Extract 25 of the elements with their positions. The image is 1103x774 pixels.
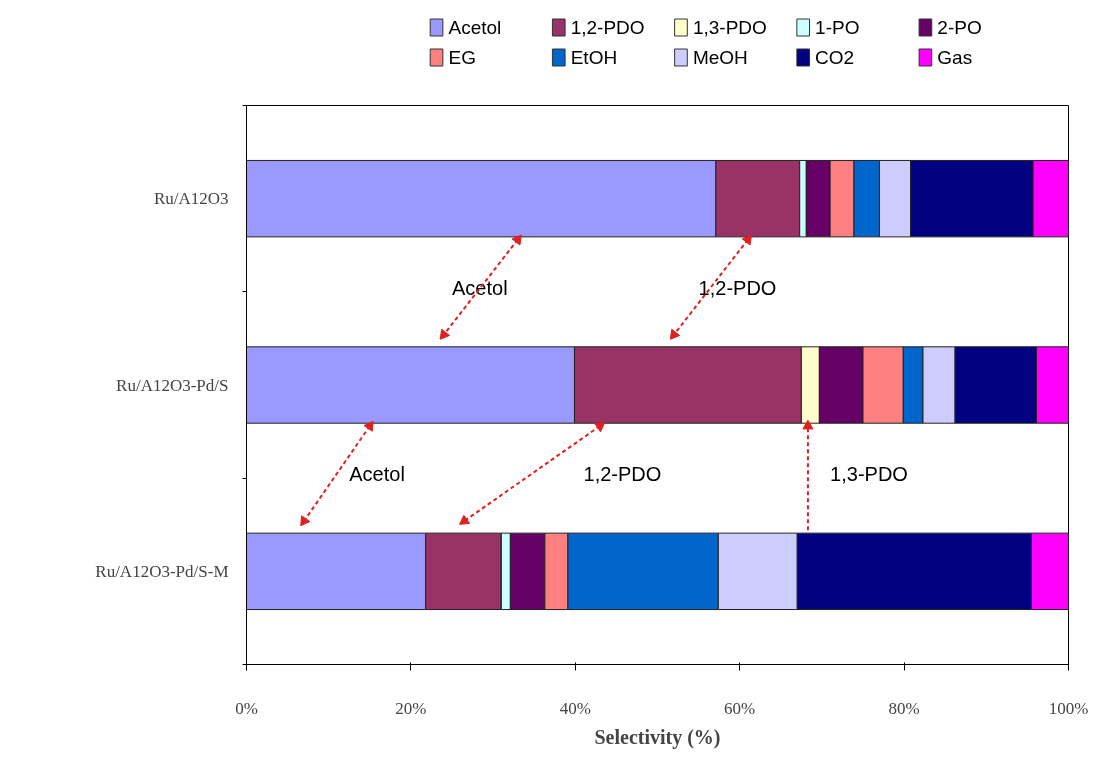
y-tick-label: Ru/A12O3-Pd/S-M [95,561,229,581]
x-tick-label: 60% [724,698,756,718]
x-axis-title: Selectivity (%) [594,725,721,749]
legend-label: 1-PO [815,17,860,38]
annotation: 1,2-PDO [583,463,662,486]
legend-label: 1,3-PDO [692,17,767,38]
legend-label: MeOH [692,47,748,68]
annotation: 1,3-PDO [830,463,908,486]
annotation: 1,2-PDO [698,277,777,300]
annotation: Acetol [452,277,508,300]
y-tick-label: Ru/A12O3 [153,189,229,209]
legend-label: 2-PO [937,17,982,38]
annotation: Acetol [349,463,405,486]
x-tick-label: 40% [559,698,591,718]
x-tick-label: 80% [888,698,920,718]
legend-label: Acetol [448,17,502,38]
legend-label: CO2 [815,47,855,68]
legend-label: EtOH [570,47,618,68]
x-tick-label: 20% [395,698,427,718]
legend-label: EG [448,47,476,68]
legend-label: 1,2-PDO [570,17,645,38]
y-tick-label: Ru/A12O3-Pd/S [116,375,229,395]
x-tick-label: 100% [1048,698,1089,718]
legend-label: Gas [937,47,973,68]
x-tick-label: 0% [235,698,258,718]
